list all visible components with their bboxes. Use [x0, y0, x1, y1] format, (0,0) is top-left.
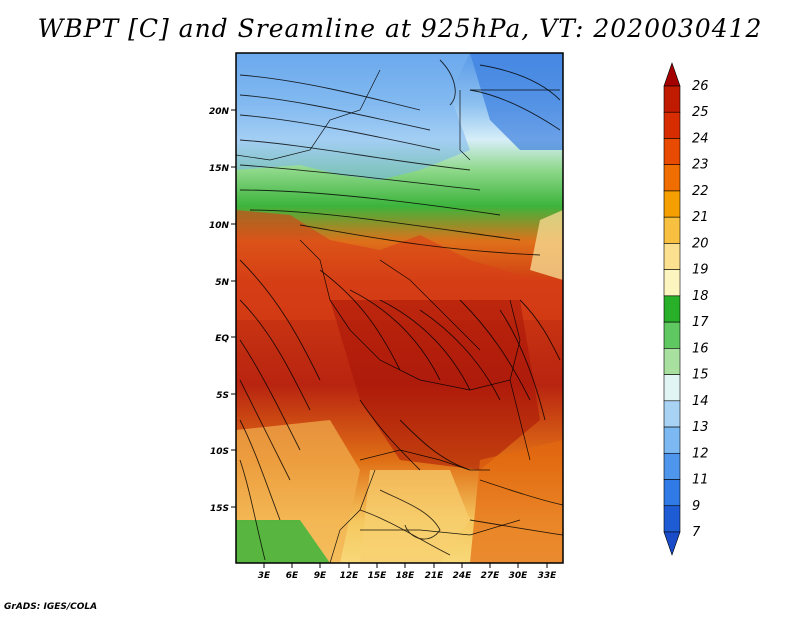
colorbar-cell	[663, 400, 681, 428]
colorbar: 26 25 24 23 22 21 20 19 18 17 16 15 14 13 12 11 9 7	[663, 62, 709, 556]
colorbar-bottom-triangle	[663, 531, 681, 556]
lat-label-20n: 20N	[209, 107, 230, 117]
lon-label-24e: 24E	[453, 571, 473, 581]
lon-label-6e: 6E	[286, 571, 299, 581]
colorbar-label: 9	[692, 499, 700, 514]
wbpt-field	[236, 53, 563, 563]
colorbar-cell	[663, 452, 681, 480]
lon-label-27e: 27E	[481, 571, 501, 581]
colorbar-label: 12	[692, 446, 709, 461]
colorbar-label: 22	[692, 184, 709, 199]
lon-label-30e: 30E	[509, 571, 529, 581]
colorbar-label: 18	[692, 289, 709, 304]
colorbar-label: 16	[692, 341, 709, 356]
colorbar-label: 26	[692, 79, 709, 94]
footer-credit: GrADS: IGES/COLA	[4, 602, 98, 612]
lon-label-9e: 9E	[314, 571, 327, 581]
lon-label-18e: 18E	[396, 571, 416, 581]
map-frame	[235, 52, 564, 564]
colorbar-label: 25	[692, 105, 709, 120]
lat-label-10n: 10N	[209, 221, 230, 231]
lat-label-15s: 15S	[210, 504, 229, 514]
colorbar-labels: 26 25 24 23 22 21 20 19 18 17 16 15 14 13 12 11 9 7	[692, 79, 709, 540]
lat-label-5s: 5S	[216, 391, 229, 401]
colorbar-cell	[663, 505, 681, 533]
lon-label-21e: 21E	[425, 571, 445, 581]
lon-label-12e: 12E	[340, 571, 360, 581]
chart-title: WBPT [C] and Sreamline at 925hPa, VT: 20…	[37, 14, 763, 43]
lat-axis: 20N 15N 10N 5N EQ 5S 10S 15S	[209, 107, 236, 514]
colorbar-top-triangle	[663, 62, 681, 87]
colorbar-label: 15	[692, 368, 709, 383]
colorbar-cell	[663, 85, 681, 113]
lon-axis: 3E 6E 9E 12E 15E 18E 21E 24E 27E 30E 33E	[258, 563, 557, 581]
colorbar-cell	[663, 321, 681, 349]
colorbar-cell	[663, 243, 681, 270]
colorbar-label: 11	[692, 473, 709, 488]
country-borders	[236, 69, 560, 563]
colorbar-cell	[663, 479, 681, 507]
lat-label-15n: 15N	[209, 164, 230, 174]
lat-label-10s: 10S	[210, 447, 229, 457]
lon-label-33e: 33E	[538, 571, 558, 581]
colorbar-cell	[663, 216, 681, 244]
colorbar-label: 19	[692, 263, 709, 278]
colorbar-label: 24	[692, 131, 709, 146]
colorbar-cell	[663, 111, 681, 139]
colorbar-label: 14	[692, 394, 709, 409]
colorbar-label: 13	[692, 420, 709, 435]
colorbar-label: 21	[692, 210, 709, 225]
colorbar-cell	[663, 269, 681, 297]
colorbar-label: 23	[692, 158, 709, 173]
lat-label-5n: 5N	[215, 278, 229, 288]
streamlines	[239, 59, 563, 561]
colorbar-label: 7	[692, 525, 701, 540]
colorbar-cell	[663, 295, 681, 323]
colorbar-cell	[663, 190, 681, 218]
colorbar-cell	[663, 138, 681, 166]
colorbar-label: 17	[692, 315, 709, 330]
colorbar-cells	[663, 85, 681, 533]
lon-label-3e: 3E	[258, 571, 271, 581]
lat-label-eq: EQ	[215, 334, 229, 344]
lon-label-15e: 15E	[368, 571, 388, 581]
colorbar-cell	[663, 374, 681, 402]
colorbar-cell	[663, 164, 681, 192]
colorbar-label: 20	[692, 236, 709, 251]
colorbar-cell	[663, 426, 681, 454]
colorbar-cell	[663, 348, 681, 375]
